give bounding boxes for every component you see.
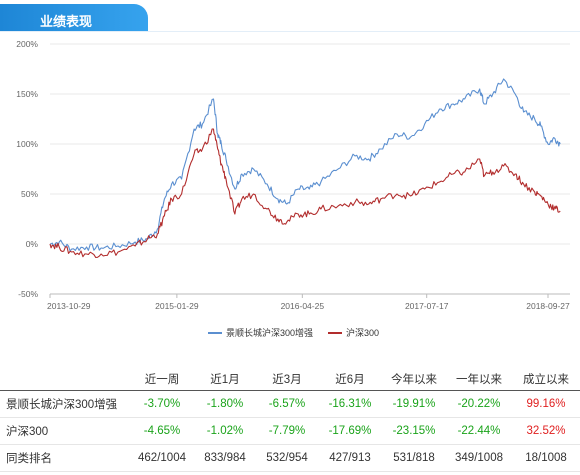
cell-value: 833/984	[204, 452, 246, 464]
cell-value: -20.22%	[457, 398, 501, 410]
section-title: 业绩表现	[40, 14, 93, 29]
cell-value: 18/1008	[525, 452, 567, 464]
cell-value: -23.15%	[392, 425, 436, 437]
cell-value: -6.57%	[268, 398, 306, 410]
cell-value: 427/913	[329, 452, 371, 464]
header-blank	[0, 368, 130, 391]
chart-legend: 景顺长城沪深300增强 沪深300	[0, 326, 580, 340]
cell-value: 462/1004	[138, 452, 186, 464]
legend-item-fund[interactable]: 景顺长城沪深300增强	[208, 326, 313, 339]
cell-value: 532/954	[266, 452, 308, 464]
row-label: 同类排名	[6, 453, 52, 465]
section-tab: 业绩表现	[0, 4, 148, 32]
legend-swatch-index	[328, 331, 342, 334]
cell-value: 32.52%	[526, 425, 566, 437]
cell-value: -22.44%	[457, 425, 501, 437]
x-tick-label: 2017-07-17	[405, 301, 449, 311]
cell-value: -1.02%	[206, 425, 244, 437]
cell-value: 99.16%	[526, 398, 566, 410]
header-6month: 近6月	[335, 374, 365, 386]
table-row: 同类排名 462/1004 833/984 532/954 427/913 53…	[0, 445, 580, 472]
section-header: 业绩表现	[0, 0, 580, 32]
table-row: 沪深300 -4.65% -1.02% -7.79% -17.69% -23.1…	[0, 418, 580, 445]
header-3month: 近3月	[272, 374, 302, 386]
cell-value: 349/1008	[455, 452, 503, 464]
y-tick-label: 150%	[16, 89, 38, 99]
y-tick-label: 100%	[16, 139, 38, 149]
y-tick-label: 200%	[16, 39, 38, 49]
x-tick-label: 2016-04-25	[281, 301, 325, 311]
series-line-index	[49, 128, 561, 258]
table-header-row: 近一周 近1月 近3月 近6月 今年以来 一年以来 成立以来	[0, 368, 580, 391]
series-line-fund	[49, 78, 561, 252]
x-tick-label: 2013-10-29	[47, 301, 91, 311]
cell-value: -17.69%	[328, 425, 372, 437]
header-1month: 近1月	[210, 374, 240, 386]
header-divider	[0, 31, 580, 32]
cell-value: 531/818	[393, 452, 435, 464]
legend-item-index[interactable]: 沪深300	[328, 326, 379, 339]
header-week: 近一周	[144, 374, 180, 386]
row-label: 沪深300	[6, 426, 49, 438]
cell-value: -1.80%	[206, 398, 244, 410]
header-ytd: 今年以来	[391, 374, 437, 386]
x-tick-label: 2018-09-27	[526, 301, 570, 311]
y-tick-label: -50%	[18, 289, 38, 299]
legend-swatch-fund	[208, 331, 222, 334]
cell-value: -3.70%	[143, 398, 181, 410]
performance-chart: 200% 150% 100% 50% 0% -50% 2013-10-29 2015-01-2…	[16, 39, 570, 311]
performance-table: 近一周 近1月 近3月 近6月 今年以来 一年以来 成立以来 景顺长城沪深300…	[0, 368, 580, 472]
row-label: 景顺长城沪深300增强	[6, 399, 118, 411]
cell-value: -7.79%	[268, 425, 306, 437]
legend-label-index: 沪深300	[346, 328, 380, 338]
cell-value: -19.91%	[392, 398, 436, 410]
legend-label-fund: 景顺长城沪深300增强	[226, 328, 314, 338]
y-tick-label: 50%	[21, 189, 38, 199]
header-1year: 一年以来	[456, 374, 502, 386]
table-row: 景顺长城沪深300增强 -3.70% -1.80% -6.57% -16.31%…	[0, 391, 580, 418]
header-inception: 成立以来	[523, 374, 569, 386]
cell-value: -4.65%	[143, 425, 181, 437]
cell-value: -16.31%	[328, 398, 372, 410]
y-tick-label: 0%	[26, 239, 39, 249]
x-tick-label: 2015-01-29	[155, 301, 199, 311]
